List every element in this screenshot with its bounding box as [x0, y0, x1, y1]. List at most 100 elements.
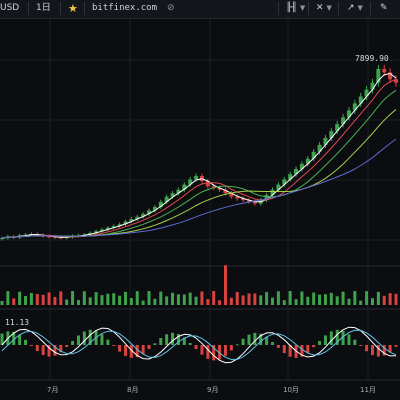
candle-body: [246, 200, 251, 202]
volume-bar: [12, 298, 16, 305]
candle-body: [394, 79, 398, 83]
volume-bar: [347, 298, 351, 305]
candle-body: [370, 82, 375, 90]
oscillator-histogram-bar: [265, 337, 269, 345]
volume-bar: [206, 299, 210, 305]
domain-label[interactable]: bitfinex.com: [92, 3, 158, 13]
volume-bar: [24, 296, 28, 305]
oscillator-histogram-bar: [259, 333, 263, 345]
candle-body: [129, 219, 134, 222]
drawing-button[interactable]: ↗ ▼: [347, 1, 363, 16]
interval-selector[interactable]: 1日: [36, 1, 51, 16]
tools-button[interactable]: ✕ ▼: [316, 1, 332, 16]
volume-bar: [188, 292, 192, 305]
candle-body: [382, 68, 387, 73]
volume-bar: [300, 291, 304, 305]
oscillator-histogram-bar: [29, 345, 33, 346]
volume-bar: [171, 292, 175, 305]
candle-body: [205, 181, 210, 187]
candle-body: [305, 158, 310, 164]
oscillator-histogram-bar: [271, 342, 275, 345]
candle-body: [329, 131, 334, 138]
oscillator-histogram-bar: [147, 345, 151, 350]
candle-body: [176, 189, 181, 194]
oscillator-histogram-bar: [112, 345, 116, 346]
oscillator-histogram-bar: [24, 339, 28, 345]
volume-bar: [159, 291, 163, 305]
oscillator-histogram-bar: [71, 341, 75, 345]
x-tick-label: 9月: [207, 386, 219, 394]
oscillator-histogram-bar: [388, 345, 392, 353]
volume-bar: [212, 291, 216, 305]
volume-bar: [276, 291, 280, 305]
oscillator-histogram-bar: [235, 344, 239, 346]
candle-body: [194, 175, 199, 180]
oscillator-histogram-bar: [329, 331, 333, 345]
moving-average-lines: [1, 72, 397, 239]
candle-body: [182, 184, 187, 190]
candle-body: [235, 196, 240, 199]
oscillator-histogram-bar: [194, 345, 198, 350]
oscillator-histogram-bar: [212, 345, 216, 361]
oscillator-histogram-bar: [153, 343, 157, 345]
oscillator-histogram-bar: [0, 333, 4, 345]
link-icon[interactable]: ⊘: [167, 3, 175, 13]
oscillator-histogram-bar: [182, 337, 186, 345]
volume-bar: [41, 294, 45, 305]
oscillator-histogram-bar: [88, 329, 92, 345]
candle-body: [388, 72, 393, 80]
pencil-icon[interactable]: ✎: [380, 3, 388, 13]
oscillator-histogram-bar: [135, 345, 139, 358]
chart-canvas[interactable]: [0, 19, 400, 400]
oscillator-histogram-bar: [312, 345, 316, 348]
volume-bar: [282, 300, 286, 305]
favorite-star-icon[interactable]: ★: [68, 2, 78, 15]
oscillator-histogram-bar: [165, 334, 169, 345]
oscillator-histogram-bar: [41, 345, 45, 355]
volume-bar: [106, 293, 110, 305]
volume-bar: [235, 292, 239, 305]
candle-body: [335, 124, 340, 132]
candle-body: [158, 201, 163, 208]
oscillator-histogram-bar: [118, 345, 122, 352]
candle-body: [147, 210, 152, 214]
volume-bar: [253, 293, 257, 305]
toolbar-divider: [308, 2, 309, 15]
moving-average-line: [1, 138, 397, 239]
volume-bar: [294, 299, 298, 305]
oscillator-histogram-bar: [300, 345, 304, 357]
candle-body: [317, 144, 322, 152]
oscillator-histogram-bar: [141, 345, 145, 354]
candle-body: [352, 103, 357, 111]
oscillator-histogram-bar: [347, 334, 351, 345]
candle-body: [294, 169, 299, 175]
volume-bar: [71, 291, 75, 305]
symbol-selector[interactable]: USD: [0, 1, 19, 16]
volume-bar: [147, 291, 151, 305]
volume-bar: [123, 291, 127, 305]
volume-bar: [223, 265, 227, 305]
trend-line-icon: ↗: [347, 3, 355, 13]
candle-body: [229, 193, 234, 197]
oscillator-histogram-bar: [253, 332, 257, 345]
oscillator-histogram-bar: [159, 338, 163, 345]
candle-body: [58, 237, 63, 239]
volume-bar: [382, 295, 386, 305]
volume-bar: [129, 298, 133, 305]
oscillator-histogram-bar: [12, 331, 16, 345]
chevron-down-icon: ▼: [326, 4, 332, 12]
oscillator-histogram-bar: [82, 331, 86, 345]
oscillator-histogram-bar: [353, 339, 357, 345]
volume-bar: [229, 297, 233, 305]
volume-bar: [65, 299, 69, 305]
candle-body: [252, 201, 257, 204]
oscillator-histogram-bar: [359, 345, 363, 346]
candle-body: [270, 189, 275, 195]
indicators-button[interactable]: ╟╢ ▼: [286, 1, 305, 16]
oscillator-histogram-bar: [370, 345, 374, 356]
candle-body: [141, 213, 146, 217]
volume-bar: [259, 295, 263, 305]
oscillator-histogram-bar: [47, 345, 51, 357]
volume-bar: [365, 291, 369, 305]
volume-bar: [94, 292, 98, 305]
